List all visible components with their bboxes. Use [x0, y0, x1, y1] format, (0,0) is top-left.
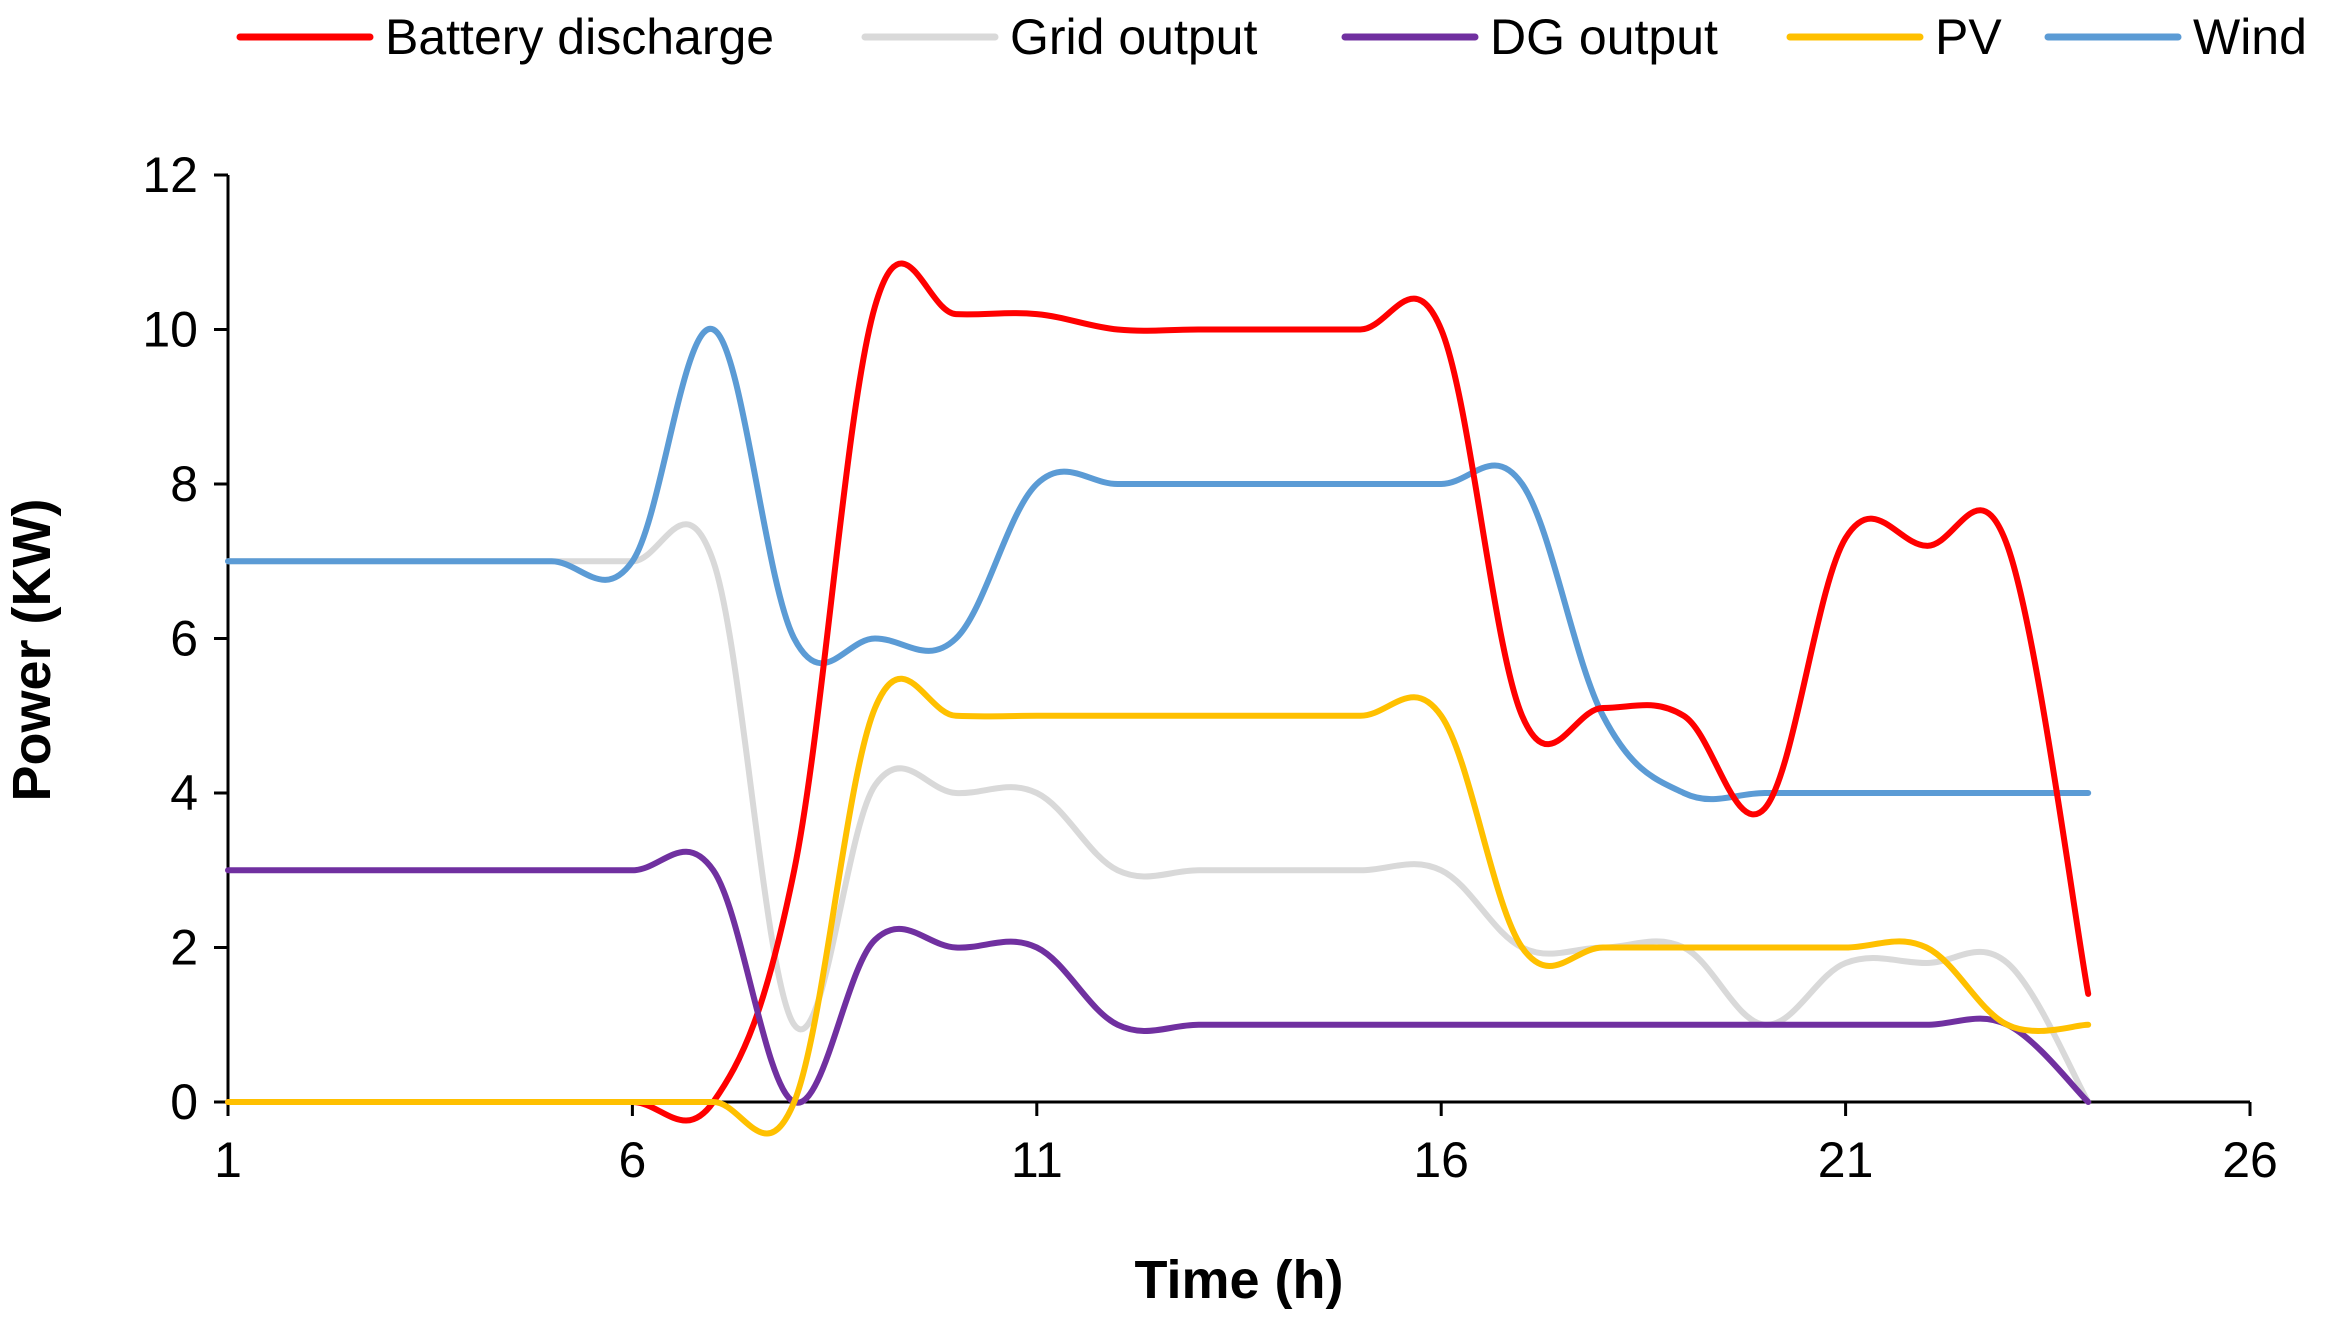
y-tick-label: 4 [170, 765, 198, 821]
series-layer [225, 260, 2092, 1137]
x-ticks: 1 6 11 16 21 26 [214, 1102, 2278, 1188]
x-tick-label: 26 [2222, 1132, 2278, 1188]
y-axis-title: Power (KW) [2, 499, 62, 802]
y-tick-label: 12 [142, 147, 198, 203]
y-tick-label: 10 [142, 302, 198, 358]
legend-label: PV [1935, 9, 2002, 65]
legend: Battery discharge Grid output DG output PV W… [236, 9, 2307, 65]
legend-label: Battery discharge [385, 9, 774, 65]
x-tick-label: 11 [1011, 1132, 1063, 1188]
y-tick-label: 6 [170, 611, 198, 667]
x-tick-label: 21 [1818, 1132, 1874, 1188]
x-tick-label: 1 [214, 1132, 242, 1188]
x-tick-label: 6 [618, 1132, 646, 1188]
series-line-grid-output [225, 521, 2092, 1105]
y-tick-label: 2 [170, 920, 198, 976]
series-line-pv [225, 675, 2092, 1137]
y-tick-label: 0 [170, 1074, 198, 1130]
y-tick-label: 8 [170, 456, 198, 512]
series-line-wind [225, 326, 2092, 803]
y-ticks: 0 2 4 6 8 10 12 [142, 147, 228, 1130]
legend-label: DG output [1490, 9, 1718, 65]
x-axis-title: Time (h) [1134, 1250, 1343, 1310]
x-tick-label: 16 [1413, 1132, 1469, 1188]
legend-label: Grid output [1010, 9, 1257, 65]
series-line-dg-output [225, 848, 2092, 1106]
legend-label: Wind [2193, 9, 2307, 65]
